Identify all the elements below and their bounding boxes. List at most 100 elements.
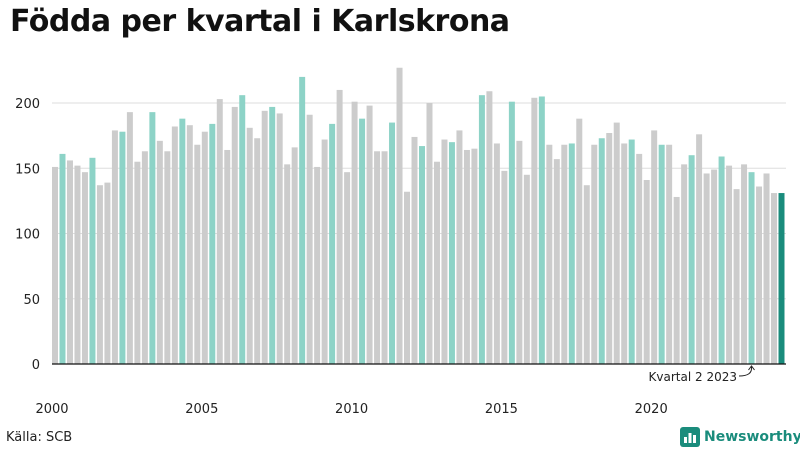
bar: 2019 Q3: 161: [636, 153, 643, 364]
bar: 2005 Q4: 164: [224, 149, 231, 364]
bar: 2022 Q1: 149: [711, 169, 718, 364]
bar: 2011 Q3: 227: [396, 67, 403, 364]
bar: 2013 Q4: 164: [463, 149, 470, 364]
bar: 2000 Q1: 151: [52, 166, 58, 364]
bar: 2024 Q2: 131: [778, 193, 785, 364]
annotation-arrow: [738, 366, 753, 377]
bar: 2006 Q4: 173: [254, 138, 261, 364]
bar: 2013 Q1: 172: [441, 139, 448, 364]
bar: 2018 Q2: 173: [598, 138, 605, 364]
y-tick-label: 150: [15, 162, 40, 177]
source-label: Källa: SCB: [6, 430, 73, 445]
bar: 2020 Q1: 179: [651, 130, 658, 364]
bar: 2006 Q1: 197: [231, 106, 238, 365]
y-tick-label: 200: [15, 97, 40, 112]
bar: 2010 Q3: 198: [366, 105, 373, 365]
bar: 2023 Q1: 153: [741, 164, 748, 364]
bar: 2007 Q4: 153: [284, 164, 291, 364]
bar: 2007 Q1: 194: [261, 110, 268, 364]
bar: 2017 Q1: 168: [561, 144, 568, 364]
bar: 2014 Q3: 209: [486, 91, 493, 364]
bar: 2017 Q2: 169: [568, 143, 575, 364]
bar: 2018 Q4: 185: [613, 122, 620, 364]
bar: 2003 Q3: 171: [156, 140, 163, 364]
bar: 2012 Q4: 155: [433, 161, 440, 364]
bar: 2014 Q4: 169: [493, 143, 500, 364]
chart-title: Födda per kvartal i Karlskrona: [10, 4, 510, 39]
bar: 2023 Q3: 136: [756, 186, 763, 364]
bar: 2020 Q3: 168: [666, 144, 673, 364]
bar: 2000 Q2: 161: [59, 153, 66, 364]
bar: 2017 Q3: 188: [576, 118, 583, 364]
bar: 2011 Q4: 132: [404, 191, 411, 364]
bars: 2000 Q1: 1512000 Q2: 1612000 Q3: 1562000…: [52, 67, 785, 365]
bar: 2001 Q4: 139: [104, 182, 111, 364]
bar: 2007 Q3: 192: [276, 113, 283, 364]
bar: 2022 Q2: 159: [718, 156, 725, 364]
bar: 2003 Q4: 163: [164, 151, 171, 364]
x-tick-label: 2000: [35, 402, 68, 417]
bar: 2006 Q2: 206: [239, 95, 246, 365]
x-tick-label: 2020: [635, 402, 668, 417]
bar: 2009 Q2: 184: [329, 123, 336, 364]
bar: 2004 Q3: 183: [186, 125, 193, 364]
y-tick-label: 50: [23, 293, 40, 308]
annotation-arrowhead: [748, 365, 755, 371]
bar: 2018 Q3: 177: [606, 133, 613, 364]
bar: 2016 Q4: 157: [553, 159, 560, 364]
x-tick-label: 2015: [485, 402, 518, 417]
bar: 2008 Q2: 220: [299, 76, 306, 365]
bar: 2016 Q3: 168: [546, 144, 553, 364]
bar: 2000 Q4: 152: [74, 165, 81, 364]
bar: 2013 Q3: 179: [456, 130, 463, 364]
bar: 2017 Q4: 137: [583, 185, 590, 364]
bar: 2015 Q4: 145: [523, 174, 530, 364]
x-tick-label: 2010: [335, 402, 368, 417]
bar: 2005 Q1: 178: [201, 131, 208, 364]
bar: 2021 Q2: 160: [688, 155, 695, 364]
bar: 2014 Q1: 165: [471, 148, 478, 364]
bar: 2022 Q4: 134: [733, 189, 740, 364]
bar: 2011 Q2: 185: [389, 122, 396, 364]
brand-name: Newsworthy: [704, 429, 800, 445]
bar: 2005 Q3: 203: [216, 99, 223, 364]
bar: 2013 Q2: 170: [448, 142, 455, 364]
bar: 2019 Q1: 169: [621, 143, 628, 364]
bar: 2011 Q1: 163: [381, 151, 388, 364]
bar: 2019 Q4: 141: [643, 180, 650, 364]
annotation: Kvartal 2 2023: [649, 365, 755, 384]
bar: 2021 Q4: 146: [703, 173, 710, 364]
y-tick-label: 0: [32, 358, 40, 373]
bar: 2008 Q3: 191: [306, 114, 313, 364]
bar: 2005 Q2: 184: [209, 123, 216, 364]
bar: 2010 Q4: 163: [374, 151, 381, 364]
bar: 2006 Q3: 181: [246, 127, 253, 364]
bar: 2019 Q2: 172: [628, 139, 635, 364]
bar: 2023 Q4: 146: [763, 173, 770, 364]
bar: 2004 Q2: 188: [179, 118, 186, 364]
bar: 2008 Q1: 166: [291, 147, 298, 364]
bar: 2012 Q2: 167: [419, 146, 425, 364]
y-tick-label: 100: [15, 228, 40, 243]
bar: 2001 Q1: 147: [81, 172, 88, 364]
bar: 2020 Q2: 168: [658, 144, 665, 364]
bar: 2010 Q1: 201: [351, 101, 358, 364]
bar: 2016 Q2: 205: [538, 96, 545, 364]
bar: 2009 Q1: 172: [321, 139, 328, 364]
bar: 2014 Q2: 206: [478, 95, 485, 365]
bar: 2015 Q2: 201: [508, 101, 515, 364]
bar: 2024 Q1: 131: [771, 193, 778, 364]
bar: 2018 Q1: 168: [591, 144, 598, 364]
bar: 2003 Q1: 163: [141, 151, 148, 364]
bar: 2001 Q3: 137: [96, 185, 103, 364]
bar: 2004 Q1: 182: [171, 126, 178, 365]
bar: 2023 Q2: 147: [748, 172, 755, 364]
bar: 2016 Q1: 204: [531, 97, 538, 364]
bar: 2000 Q3: 156: [66, 160, 73, 364]
bar: 2004 Q4: 168: [194, 144, 201, 364]
bar: 2007 Q2: 197: [269, 106, 276, 365]
